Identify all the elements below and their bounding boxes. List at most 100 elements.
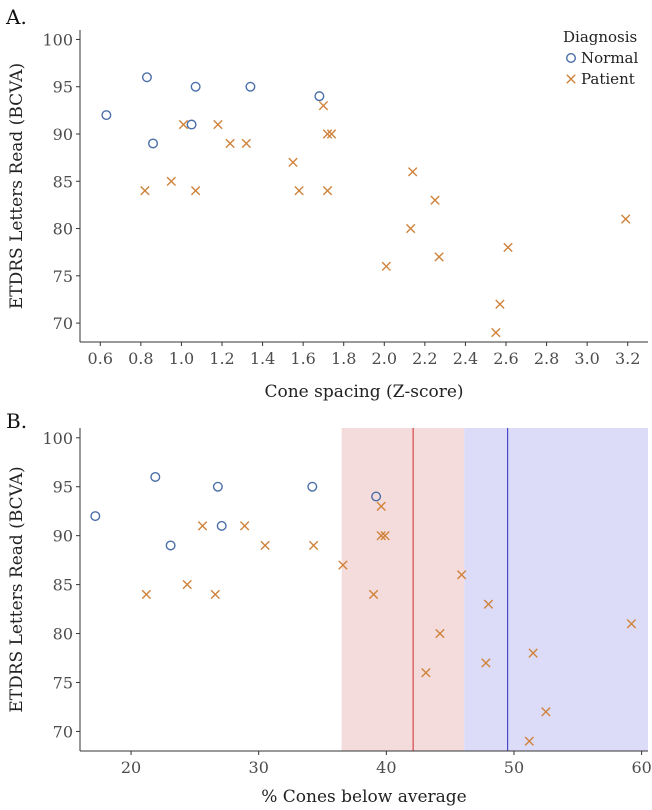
data-point-patient: [435, 628, 445, 639]
data-point-patient: [322, 129, 333, 139]
data-point-patient: [308, 540, 319, 551]
data-point-patient: [381, 261, 392, 272]
data-point-normal: [245, 81, 256, 92]
shaded-region: [341, 428, 465, 751]
y-tick-label: 80: [53, 220, 73, 239]
y-tick-label: 70: [53, 722, 73, 741]
data-point-patient: [318, 100, 329, 111]
y-tick-label: 90: [53, 527, 73, 546]
panel-label: B.: [6, 409, 27, 433]
y-tick-label: 80: [53, 625, 73, 644]
x-tick-label: 1.0: [169, 349, 194, 368]
data-point-normal: [371, 491, 382, 502]
data-point-patient: [491, 327, 501, 338]
x-tick-label: 2.4: [453, 349, 478, 368]
data-point-patient: [182, 579, 192, 590]
data-point-patient: [140, 186, 150, 196]
data-point-patient: [178, 119, 189, 130]
data-point-patient: [380, 530, 390, 541]
x-tick-label: 1.6: [290, 349, 315, 368]
data-point-normal: [314, 91, 325, 102]
x-axis-label: % Cones below average: [261, 787, 467, 807]
x-tick-label: 1.2: [209, 349, 234, 368]
x-tick-label: 50: [504, 758, 524, 777]
data-point-patient: [376, 501, 386, 511]
x-axis-label: Cone spacing (Z-score): [264, 382, 463, 402]
y-tick-label: 95: [53, 78, 73, 97]
data-point-patient: [376, 530, 386, 541]
data-point-patient: [421, 668, 431, 678]
data-point-patient: [430, 195, 440, 205]
x-tick-label: 0.8: [128, 349, 153, 368]
data-point-patient: [368, 589, 379, 600]
panel-label: A.: [5, 5, 27, 29]
data-point-patient: [241, 138, 252, 149]
data-point-patient: [260, 540, 270, 551]
data-point-patient: [481, 658, 491, 668]
data-point-patient: [294, 186, 304, 196]
x-tick-label: 2.8: [534, 349, 559, 368]
data-point-patient: [524, 736, 534, 746]
data-point-normal: [90, 511, 101, 522]
data-point-patient: [405, 223, 416, 234]
data-point-patient: [166, 176, 176, 186]
data-point-patient: [541, 707, 551, 717]
data-point-patient: [141, 589, 152, 600]
data-point-patient: [434, 252, 444, 262]
data-point-normal: [148, 138, 159, 149]
x-tick-label: 2.2: [412, 349, 437, 368]
data-point-patient: [288, 157, 298, 168]
data-point-normal: [141, 72, 152, 83]
data-point-normal: [190, 81, 201, 92]
x-tick-label: 3.2: [615, 349, 640, 368]
x-tick-label: 3.0: [574, 349, 599, 368]
data-point-normal: [101, 110, 112, 121]
x-tick-label: 40: [376, 758, 396, 777]
data-point-patient: [210, 589, 220, 600]
data-point-normal: [216, 520, 227, 531]
data-point-patient: [456, 570, 467, 580]
data-point-patient: [322, 186, 333, 196]
data-point-patient: [495, 299, 505, 309]
data-point-normal: [186, 119, 197, 130]
y-axis-label: ETDRS Letters Read (BCVA): [7, 63, 27, 309]
data-point-patient: [338, 560, 348, 570]
chart-panel-a: A. 70 75 80 85 90 95 100 0.6 0.8 1.0 1.2 1.4 1.6 1.8 2.…: [5, 5, 648, 402]
legend-marker-circle: [566, 53, 577, 64]
legend: Diagnosis Normal Patient: [563, 28, 638, 88]
y-tick-label: 75: [53, 673, 73, 692]
data-point-patient: [190, 186, 201, 196]
x-tick-label: 60: [631, 758, 651, 777]
data-point-normal: [212, 481, 223, 492]
y-tick-label: 95: [53, 478, 73, 497]
data-point-patient: [503, 242, 513, 253]
legend-entry-label: Patient: [581, 70, 635, 88]
y-tick-label: 85: [53, 576, 73, 595]
data-point-patient: [626, 619, 637, 629]
data-point-patient: [213, 119, 223, 130]
x-tick-label: 2.6: [493, 349, 518, 368]
data-point-patient: [197, 521, 208, 531]
shaded-region: [464, 428, 648, 751]
y-tick-label: 85: [53, 172, 73, 191]
x-tick-label: 2.0: [372, 349, 397, 368]
y-tick-label: 75: [53, 267, 73, 286]
legend-title: Diagnosis: [563, 28, 637, 46]
x-tick-label: 1.4: [250, 349, 275, 368]
y-axis-label: ETDRS Letters Read (BCVA): [7, 466, 27, 712]
x-tick-label: 30: [249, 758, 269, 777]
legend-entry-label: Normal: [581, 49, 638, 67]
data-point-patient: [225, 138, 235, 149]
data-point-patient: [326, 129, 337, 139]
data-point-patient: [239, 521, 250, 531]
data-point-patient: [407, 167, 418, 177]
chart-panel-b: B. 70 75 80 85 90 95 100 20 30 40 50 60 % Cones below…: [6, 409, 652, 807]
data-point-patient: [620, 214, 631, 224]
data-point-normal: [307, 481, 318, 492]
data-point-patient: [528, 648, 538, 658]
x-tick-label: 1.8: [331, 349, 356, 368]
data-point-patient: [483, 599, 494, 609]
data-point-normal: [165, 540, 176, 551]
y-tick-label: 90: [53, 125, 73, 144]
